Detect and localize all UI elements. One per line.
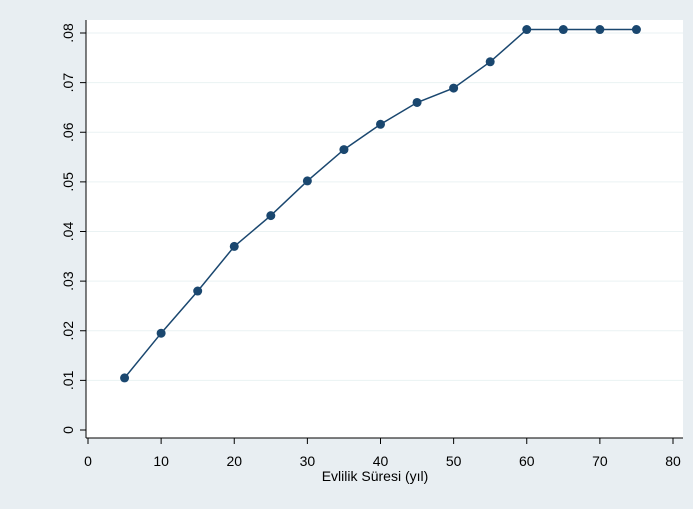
data-point [522, 25, 531, 34]
y-tick-label: .07 [60, 73, 76, 93]
y-tick-label: .01 [60, 370, 76, 390]
data-point [559, 25, 568, 34]
x-tick-label: 80 [665, 453, 681, 469]
y-tick-label: .08 [60, 23, 76, 43]
data-point [632, 25, 641, 34]
y-tick-label: .05 [60, 172, 76, 192]
data-point [413, 98, 422, 107]
x-tick-label: 70 [592, 453, 608, 469]
data-point [449, 84, 458, 93]
data-point [303, 176, 312, 185]
data-point [157, 329, 166, 338]
x-tick-label: 20 [226, 453, 242, 469]
data-point [486, 57, 495, 66]
data-point [230, 242, 239, 251]
data-point [120, 373, 129, 382]
x-tick-label: 40 [373, 453, 389, 469]
x-axis-title: Evlilik Süresi (yıl) [322, 468, 429, 484]
y-tick-label: .03 [60, 271, 76, 291]
data-point [193, 287, 202, 296]
x-tick-label: 30 [300, 453, 316, 469]
x-tick-label: 60 [519, 453, 535, 469]
x-tick-label: 0 [84, 453, 92, 469]
x-tick-label: 50 [446, 453, 462, 469]
data-point [376, 120, 385, 129]
y-tick-label: .06 [60, 122, 76, 142]
y-tick-label: .04 [60, 222, 76, 242]
data-point [595, 25, 604, 34]
data-point [339, 145, 348, 154]
y-tick-label: 0 [60, 426, 76, 434]
data-point [266, 211, 275, 220]
y-tick-label: .02 [60, 321, 76, 341]
x-tick-label: 10 [153, 453, 169, 469]
